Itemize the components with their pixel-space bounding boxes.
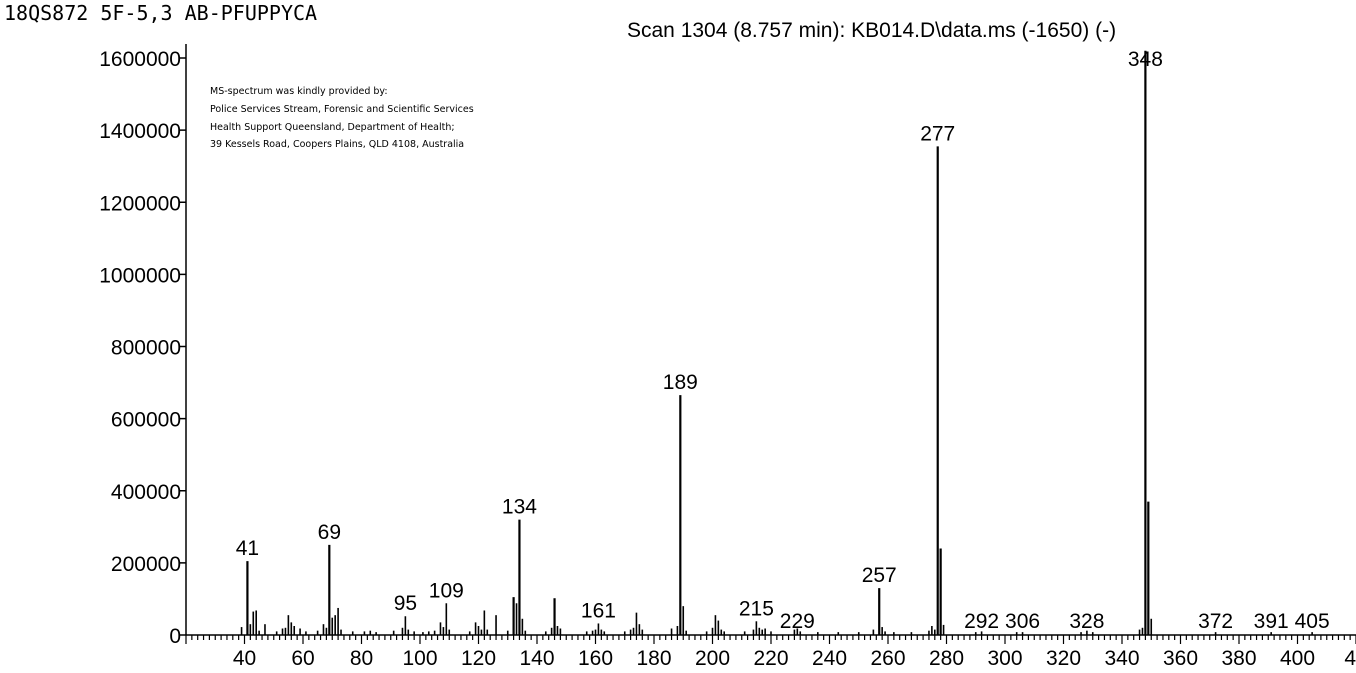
peak-label: 405 bbox=[1295, 610, 1330, 633]
peak-label: 109 bbox=[429, 579, 464, 602]
peak-label: 229 bbox=[780, 610, 815, 633]
credit-line: MS-spectrum was kindly provided by: bbox=[210, 86, 388, 97]
peak-label: 69 bbox=[318, 521, 341, 544]
peak-labels: 41 69 95 109 134 161 189 215 229 257 277 292 306 328 3… bbox=[236, 48, 1330, 633]
x-tick-label: 40 bbox=[233, 647, 256, 670]
peak-label: 306 bbox=[1005, 610, 1040, 633]
x-tick-label: 320 bbox=[1046, 647, 1081, 670]
peak-label: 277 bbox=[920, 122, 955, 145]
peak-label: 41 bbox=[236, 537, 259, 560]
peak-label: 215 bbox=[739, 597, 774, 620]
peak-label: 391 bbox=[1254, 610, 1289, 633]
peak-label: 292 bbox=[964, 610, 999, 633]
peak-label: 257 bbox=[862, 564, 897, 587]
peak-label: 134 bbox=[502, 496, 537, 519]
y-tick-label: 600000 bbox=[111, 409, 181, 432]
y-tick-label: 1600000 bbox=[99, 48, 181, 71]
x-tick-label: 260 bbox=[870, 647, 905, 670]
peak-label: 161 bbox=[581, 599, 616, 622]
x-tick-label: 120 bbox=[461, 647, 496, 670]
y-tick-label: 1400000 bbox=[99, 120, 181, 143]
x-tick-label: 60 bbox=[291, 647, 314, 670]
x-tick-label: 340 bbox=[1104, 647, 1139, 670]
x-tick-label: 80 bbox=[350, 647, 373, 670]
y-tick-label: 1200000 bbox=[99, 192, 181, 215]
peak-label: 95 bbox=[394, 592, 417, 615]
x-tick-label: 220 bbox=[753, 647, 788, 670]
x-tick-label: 300 bbox=[987, 647, 1022, 670]
credit-line: Police Services Stream, Forensic and Sci… bbox=[210, 104, 474, 115]
y-tick-label: 400000 bbox=[111, 481, 181, 504]
x-tick-label: 400 bbox=[1280, 647, 1315, 670]
x-tick-label: 380 bbox=[1221, 647, 1256, 670]
x-tick-label: 200 bbox=[695, 647, 730, 670]
x-tick-label: 140 bbox=[519, 647, 554, 670]
peak-label: 372 bbox=[1198, 610, 1233, 633]
y-tick-label: 800000 bbox=[111, 337, 181, 360]
credit-note: MS-spectrum was kindly provided by: Poli… bbox=[210, 86, 474, 150]
y-tick-label: 200000 bbox=[111, 553, 181, 576]
credit-line: Health Support Queensland, Department of… bbox=[210, 122, 455, 133]
credit-line: 39 Kessels Road, Coopers Plains, QLD 410… bbox=[210, 139, 464, 150]
peak-label: 348 bbox=[1128, 48, 1163, 71]
axes: 0 200000 400000 600000 800000 1000000 1200000 1… bbox=[99, 44, 1356, 670]
peak-label: 328 bbox=[1069, 610, 1104, 633]
scan-info: Scan 1304 (8.757 min): KB014.D\data.ms (… bbox=[627, 19, 1116, 42]
spectrum-bars bbox=[240, 50, 1313, 635]
x-tick-label: 180 bbox=[636, 647, 671, 670]
y-tick-label: 1000000 bbox=[99, 264, 181, 287]
x-tick-label: 360 bbox=[1163, 647, 1198, 670]
x-tick-label: 160 bbox=[578, 647, 613, 670]
sample-label: 18QS872 5F-5,3 AB-PFUPPYCA bbox=[4, 1, 317, 25]
x-tick-label: 100 bbox=[402, 647, 437, 670]
x-tick-label: 280 bbox=[929, 647, 964, 670]
y-tick-label: 0 bbox=[169, 625, 181, 648]
peak-label: 189 bbox=[663, 371, 698, 394]
x-tick-label: 42 bbox=[1344, 647, 1356, 670]
x-tick-label: 240 bbox=[812, 647, 847, 670]
